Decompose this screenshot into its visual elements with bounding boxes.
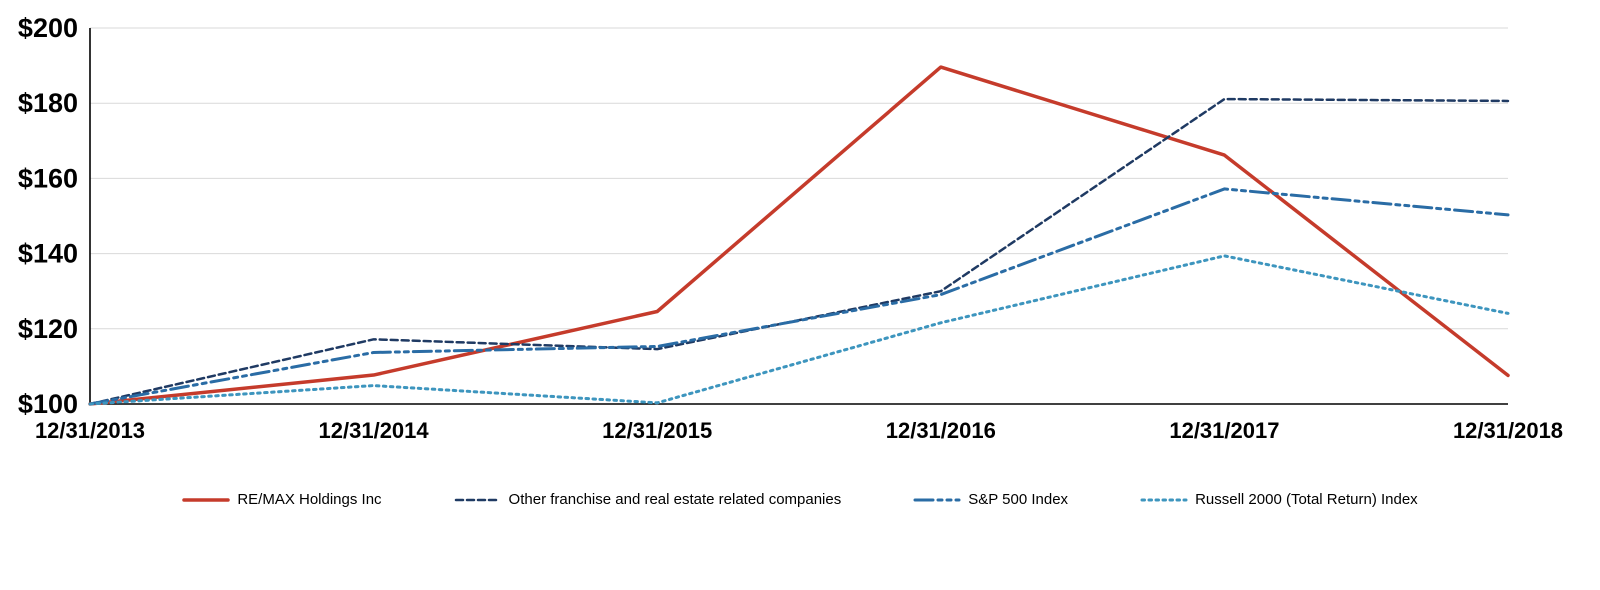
legend-swatch-icon [182, 497, 231, 502]
y-axis-label: $140 [18, 239, 78, 269]
y-axis-label: $180 [18, 88, 78, 118]
x-axis-label: 12/31/2015 [602, 418, 712, 443]
legend-swatch-icon [1140, 498, 1188, 501]
series-line-1 [88, 97, 1510, 406]
series-line-2 [88, 187, 1510, 406]
legend-item-2: S&P 500 Index [913, 491, 1068, 508]
y-axis-label: $100 [18, 389, 78, 419]
x-axis-label: 12/31/2013 [35, 418, 145, 443]
x-axis-label: 12/31/2017 [1169, 418, 1279, 443]
legend-swatch-icon [454, 498, 501, 501]
x-axis-label: 12/31/2014 [319, 418, 430, 443]
legend-label: Other franchise and real estate related … [508, 491, 842, 508]
series-line-3 [88, 254, 1510, 406]
series-line-0 [88, 65, 1510, 406]
legend-swatch-icon [913, 498, 961, 501]
legend-item-0: RE/MAX Holdings Inc [182, 491, 382, 508]
legend-label: RE/MAX Holdings Inc [237, 491, 382, 508]
legend-label: S&P 500 Index [968, 491, 1069, 508]
y-axis-label: $120 [18, 314, 78, 344]
chart-canvas: $100 $120 $140 $160 $180 $200 12/31/2013 12/31/… [18, 13, 1563, 443]
y-axis-label: $200 [18, 13, 78, 43]
legend-item-1: Other franchise and real estate related … [454, 491, 842, 508]
x-axis-label: 12/31/2016 [886, 418, 996, 443]
chart-legend: RE/MAX Holdings Inc Other franchise and r… [0, 491, 1600, 508]
x-axis-label: 12/31/2018 [1453, 418, 1563, 443]
y-axis-label: $160 [18, 163, 78, 193]
legend-item-3: Russell 2000 (Total Return) Index [1140, 491, 1418, 508]
legend-label: Russell 2000 (Total Return) Index [1195, 491, 1418, 508]
